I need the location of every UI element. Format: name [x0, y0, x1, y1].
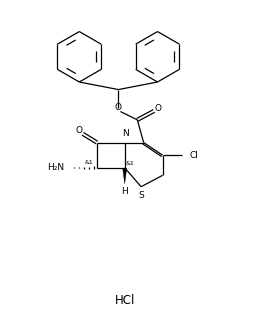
Text: O: O [76, 126, 83, 135]
Text: N: N [122, 129, 128, 138]
Text: H: H [121, 187, 128, 196]
Text: H₂N: H₂N [48, 163, 65, 172]
Text: &1: &1 [125, 161, 134, 166]
Text: O: O [154, 104, 161, 113]
Text: O: O [115, 104, 122, 113]
Text: S: S [139, 191, 144, 200]
Polygon shape [123, 168, 127, 184]
Text: &1: &1 [85, 160, 93, 165]
Text: HCl: HCl [115, 294, 135, 307]
Text: Cl: Cl [190, 151, 198, 160]
